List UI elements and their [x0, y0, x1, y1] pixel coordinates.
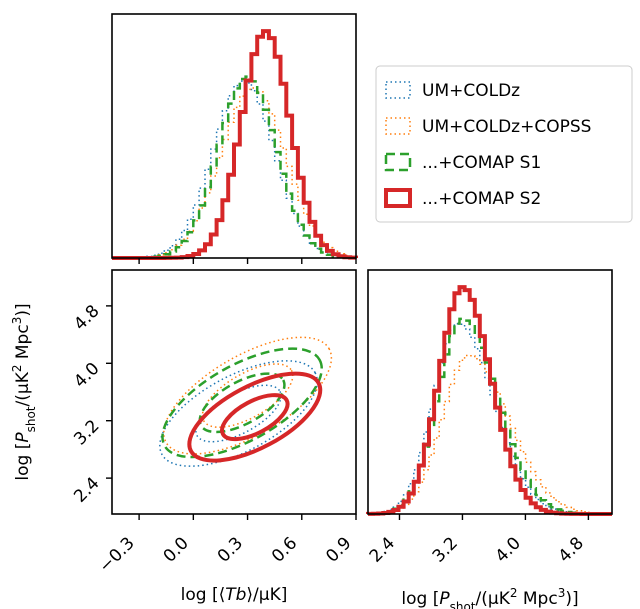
contour-2sigma-um-coldz: [159, 360, 318, 467]
legend-label-comap-s2: ...+COMAP S2: [422, 189, 541, 209]
right-histogram-panel: 2.4 3.2 4.0 4.8: [366, 269, 613, 567]
hist-series-comap-s1: [112, 75, 358, 260]
contour-1sigma-um-coldz: [195, 384, 282, 443]
legend-label-comap-s1: ...+COMAP S1: [422, 153, 541, 173]
right-histogram-frame: [367, 269, 613, 515]
contour-x-tick-label: 0.6: [268, 533, 301, 566]
right-x-tick-label: 2.4: [366, 533, 399, 566]
hist-series-um-coldz: [367, 323, 612, 515]
contour-y-tick-label: 4.0: [70, 359, 103, 392]
legend: UM+COLDz UM+COLDz+COPSS ...+COMAP S1 ...+CO…: [375, 65, 633, 223]
right-x-tick-label: 4.8: [555, 533, 588, 566]
legend-label-um-coldz: UM+COLDz: [422, 81, 520, 101]
hist-series-comap-s2: [112, 29, 358, 260]
contour-x-axis-label: log [⟨Tb⟩/μK]: [181, 585, 288, 605]
legend-swatch-um-coldz-copss: [385, 117, 411, 135]
contour-x-tick-label: −0.3: [95, 533, 138, 576]
hist-series-comap-s1: [366, 317, 612, 516]
legend-box: [375, 65, 633, 223]
contour-2sigma-comap-s2: [187, 371, 323, 463]
legend-swatch-comap-s1: [384, 152, 412, 172]
legend-swatch-um-coldz: [385, 81, 411, 99]
hist-series-comap-s2: [366, 285, 612, 516]
contour-y-tick-label: 4.8: [70, 301, 103, 334]
contour-panel: −0.3 0.0 0.3 0.6 0.9 2.4 3.2 4.0 4.8: [70, 269, 357, 577]
right-x-tick-label: 4.0: [492, 533, 525, 566]
contour-y-tick-label: 2.4: [70, 474, 103, 507]
right-x-axis-label: log [Pshot/(μK2 Mpc3)]: [401, 586, 578, 609]
hist-series-um-coldz: [112, 80, 357, 259]
top-histogram-frame: [111, 13, 357, 259]
right-x-tick-label: 3.2: [429, 533, 462, 566]
contour-y-axis-label: log [Pshot/(μK2 Mpc3)]: [10, 303, 38, 480]
contour-1sigma-comap-s1: [198, 372, 286, 434]
contour-x-tick-label: 0.3: [214, 533, 247, 566]
contour-y-tick-label: 3.2: [70, 416, 103, 449]
contour-2sigma-comap-s1: [161, 347, 323, 459]
hist-series-um-coldz-copss: [112, 87, 357, 259]
legend-label-um-coldz-copss: UM+COLDz+COPSS: [422, 117, 591, 137]
contour-frame: [111, 269, 357, 515]
contour-1sigma-um-coldz-copss: [201, 363, 294, 428]
top-histogram-panel: [111, 13, 358, 264]
contour-x-tick-label: 0.0: [160, 533, 193, 566]
contour-1sigma-comap-s2: [220, 393, 290, 442]
legend-swatch-comap-s2: [384, 188, 412, 208]
contour-x-tick-label: 0.9: [322, 533, 355, 566]
